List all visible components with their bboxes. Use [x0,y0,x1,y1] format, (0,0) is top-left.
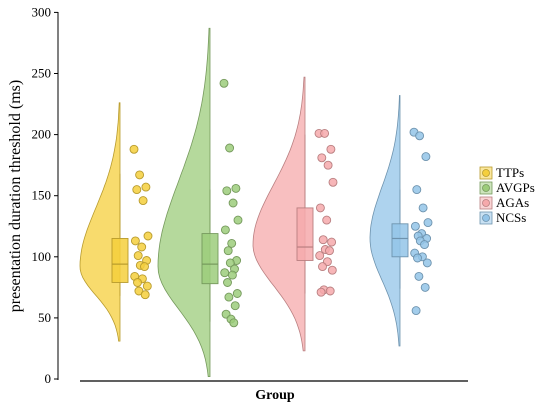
y-axis-ticks: 0 50 100 150 200 250 300 [32,4,58,386]
data-point [325,246,334,256]
data-point [410,221,420,231]
legend-label-avgps: AVGPs [496,180,535,195]
legend-marker [482,214,490,222]
data-point [129,144,139,154]
data-point [141,182,151,192]
data-point [421,152,431,162]
box-agas [296,207,314,261]
data-point [225,143,235,153]
violin-ttps [79,102,121,342]
data-point [423,218,433,228]
group-avgps [157,27,243,377]
legend-marker [482,184,490,192]
group-ncss [369,95,433,347]
data-point [328,177,338,187]
data-point [222,186,232,196]
legend-marker [482,199,490,207]
data-point [327,237,337,247]
violin-ncss [369,95,401,347]
group-agas [252,76,338,352]
data-point [133,278,142,287]
data-point [418,203,428,213]
data-point [411,306,421,316]
legend-label-agas: AGAs [496,195,529,210]
data-point [223,278,232,287]
data-point [138,196,148,206]
data-point [135,170,145,180]
data-point [327,265,337,275]
data-point [233,215,243,225]
x-axis-title: Group [255,388,295,403]
box-avgps [201,233,219,285]
data-point [130,236,140,246]
data-point [227,270,237,280]
data-point [318,235,328,245]
data-point [224,292,234,302]
violin-agas [252,76,306,352]
data-point [420,240,429,250]
data-point [133,251,143,261]
group-ttps [79,102,153,342]
data-point [220,268,230,278]
data-point [228,198,238,208]
data-point [232,289,242,298]
data-point [223,246,233,256]
data-point [413,253,422,263]
plot-area [79,27,433,377]
data-point [227,238,237,248]
y-tick-label: 0 [45,371,52,386]
data-point [225,258,235,268]
data-point [219,78,229,88]
data-point [132,185,142,195]
data-point [230,301,240,311]
data-point [420,282,430,292]
legend-label-ncss: NCSs [496,210,526,225]
data-point [325,286,335,296]
data-point [323,160,333,170]
data-point [140,290,150,300]
y-tick-label: 100 [32,249,52,264]
violin-avgps [157,27,211,377]
data-point [422,258,432,268]
y-tick-label: 250 [32,66,52,81]
data-point [229,318,239,328]
legend-marker [482,169,490,177]
data-point [220,225,230,235]
data-point [231,183,241,193]
y-axis-title: presentation duration threshold (ms) [7,80,24,312]
data-point [322,215,332,225]
data-point [320,128,330,138]
data-point [415,131,425,141]
data-point [143,231,153,241]
data-point [315,251,325,261]
box-ncss [391,223,409,258]
data-point [315,203,325,213]
y-tick-label: 200 [32,127,52,142]
data-point [317,153,327,163]
data-point [318,262,327,272]
data-point [140,262,149,272]
data-point [412,185,422,195]
y-tick-label: 50 [38,310,51,325]
data-point [142,281,152,291]
y-tick-label: 300 [32,4,52,19]
box-ttps [111,238,129,283]
legend-label-ttps: TTPs [496,165,524,180]
y-tick-label: 150 [32,188,52,203]
data-point [137,242,147,252]
data-point [414,271,424,281]
data-point [326,144,336,154]
data-point [316,287,326,297]
